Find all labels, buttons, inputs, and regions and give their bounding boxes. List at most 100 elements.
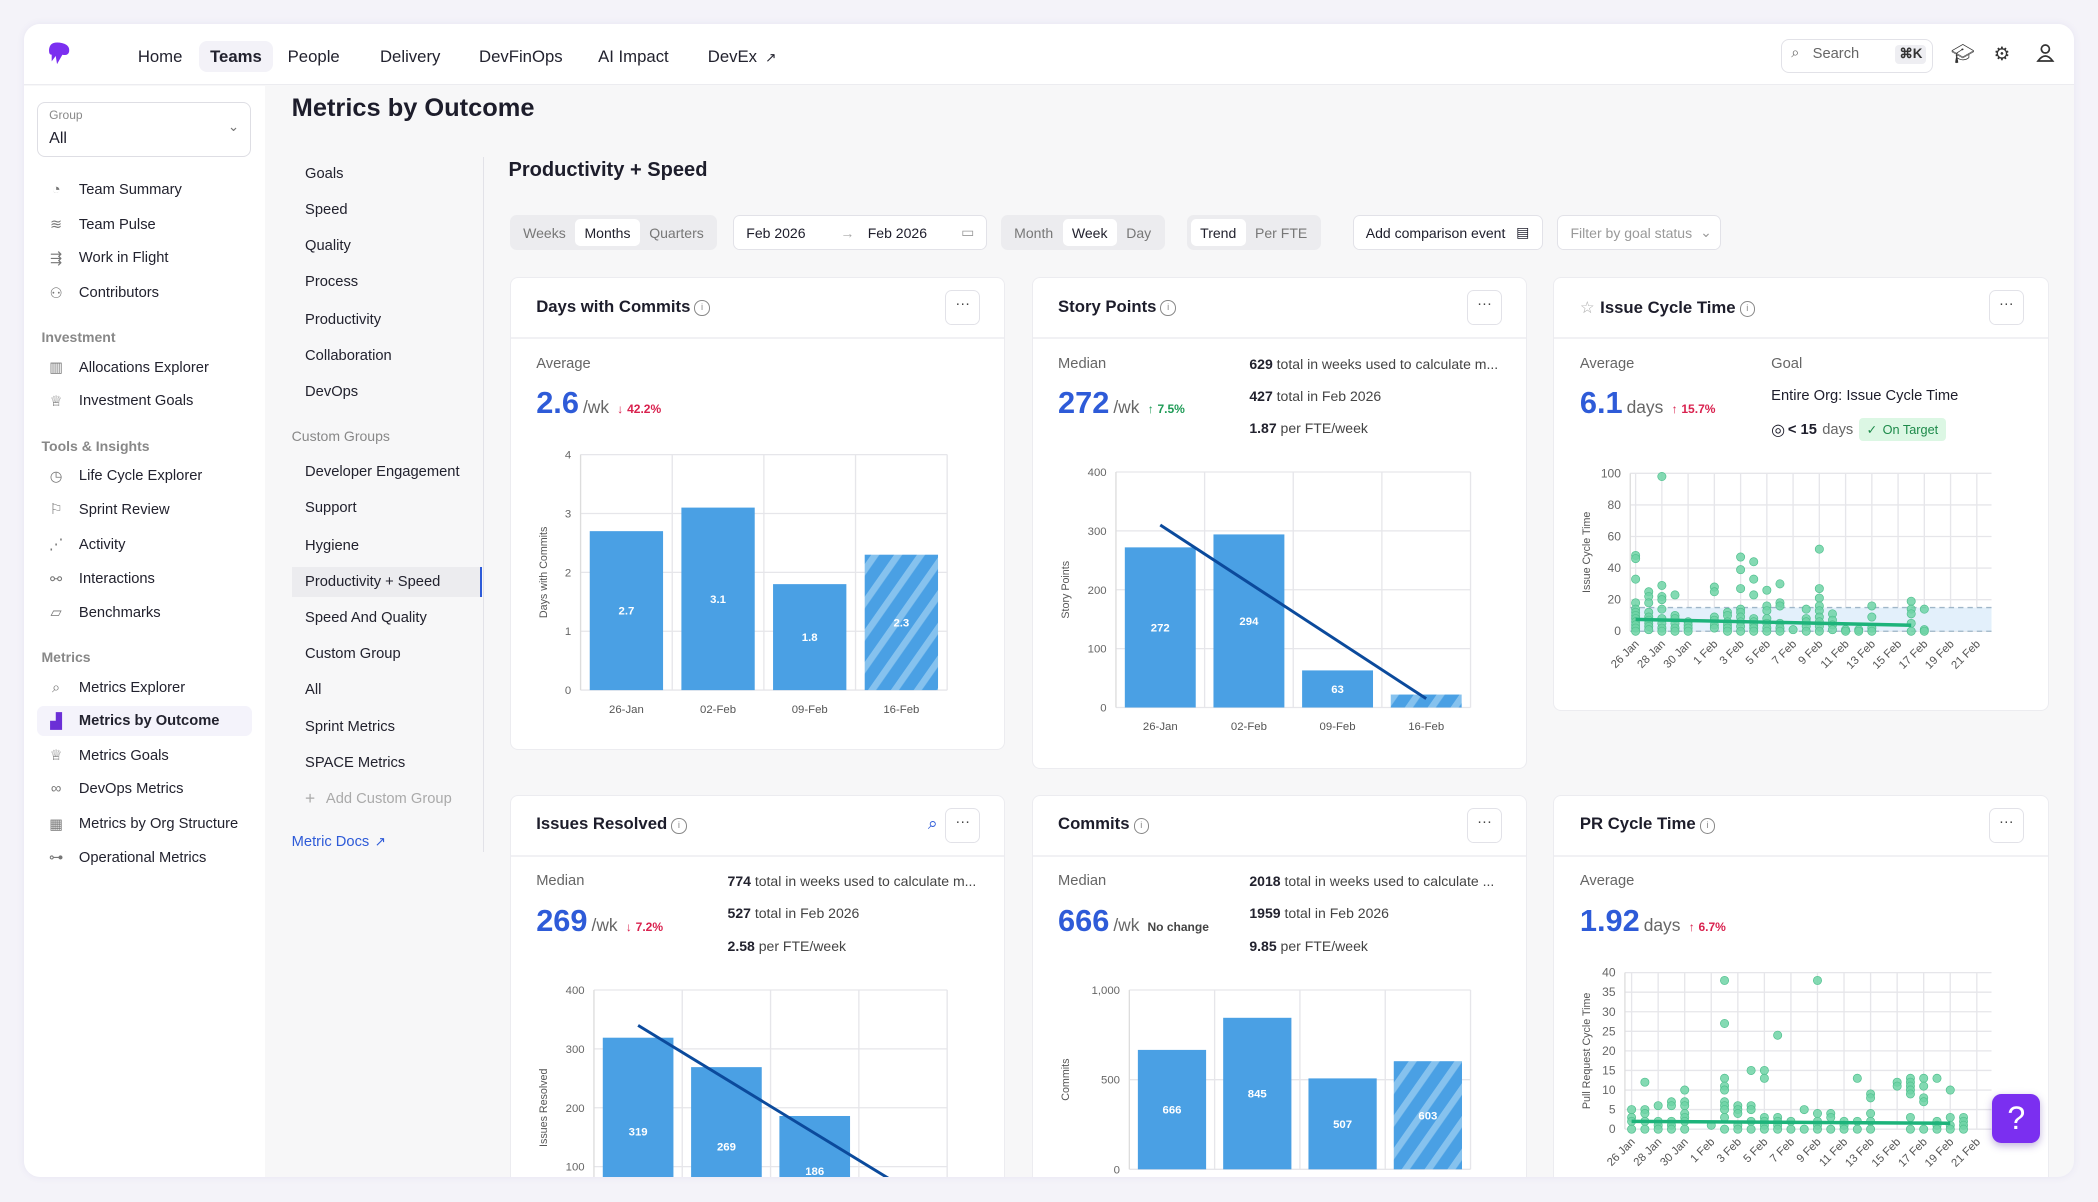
period-option-weeks[interactable]: Weeks [523,224,566,241]
info-icon[interactable]: i [1699,818,1716,834]
subnav-custom-hygiene[interactable]: Hygiene [292,531,482,560]
metric-docs-link[interactable]: Metric Docs ↗ [292,834,386,850]
nav-teams[interactable]: Teams [199,41,273,73]
subnav-custom-speed-and-quality[interactable]: Speed And Quality [292,603,482,632]
graduation-cap-icon[interactable]: 🎓︎ [1950,42,1975,64]
bar-value-label: 186 [805,1166,824,1178]
granularity-option-month[interactable]: Month [1014,224,1054,241]
help-button[interactable]: ? [1992,1094,2041,1143]
info-icon[interactable]: i [671,818,687,834]
sidebar-item-metrics-goals[interactable]: ♕ Metrics Goals [37,741,251,770]
more-options-button[interactable]: ··· [944,289,981,326]
y-axis-title: Days with Commits [538,527,550,618]
star-icon[interactable]: ☆ [1579,297,1595,317]
nav-ai-impact[interactable]: AI Impact [587,41,679,72]
group-select[interactable]: Group All ⌄ [37,101,251,158]
nav-delivery[interactable]: Delivery [369,41,451,72]
sidebar-item-team-summary[interactable]: ◔ Team Summary [37,175,251,204]
mode-option-trend[interactable]: Trend [1190,219,1246,247]
mode-option-per-fte[interactable]: Per FTE [1255,224,1308,241]
dashboard-icon: ◔ [51,181,61,198]
period-option-months[interactable]: Months [575,219,640,247]
sidebar-item-devops-metrics[interactable]: ∞ DevOps Metrics [37,775,251,804]
outcome-chart-icon: ▟ [50,713,62,730]
more-options-button[interactable]: ··· [1466,289,1503,326]
nav-devfinops[interactable]: DevFinOps [468,41,573,72]
subnav-item-speed[interactable]: Speed [292,195,482,224]
user-icon[interactable] [2036,43,2055,67]
scatter-point [1720,1124,1730,1134]
nav-home[interactable]: Home [127,41,193,72]
subnav-custom-space-metrics[interactable]: SPACE Metrics [292,748,482,777]
scatter-point [1762,626,1772,636]
sidebar-item-metrics-by-org-structure[interactable]: ▦ Metrics by Org Structure [37,809,251,838]
bar [1213,534,1284,708]
sidebar-item-team-pulse[interactable]: ≋ Team Pulse [37,210,251,239]
subnav-custom-all[interactable]: All [292,676,482,705]
scatter-point [1906,1089,1916,1099]
subnav-item-devops[interactable]: DevOps [292,377,482,406]
nav-devex[interactable]: DevEx ↗ [697,41,787,72]
sidebar-item-benchmarks[interactable]: ▱ Benchmarks [37,598,251,627]
plus-icon: + [305,788,316,809]
subnav-custom-productivity-speed[interactable]: Productivity + Speed [291,567,482,597]
sidebar-item-operational-metrics[interactable]: ⊶ Operational Metrics [37,843,251,872]
more-options-button[interactable]: ··· [1466,807,1503,844]
granularity-option-day[interactable]: Day [1126,224,1152,241]
granularity-option-week[interactable]: Week [1062,219,1117,247]
sidebar-item-metrics-by-outcome[interactable]: ▟ Metrics by Outcome [37,706,252,736]
period-option-quarters[interactable]: Quarters [649,224,704,241]
add-custom-group-button[interactable]: + Add Custom Group [292,784,482,813]
nav-people[interactable]: People [277,41,350,72]
org-tree-icon: ⊶ [48,850,64,867]
subnav-custom-developer-engagement[interactable]: Developer Engagement [292,458,482,487]
chart: 0 5 10 15 20 25 30 35 40 Pull Request Cycle Time 2… [1582,965,1992,1169]
more-options-button[interactable]: ··· [1988,289,2025,326]
subnav-item-process[interactable]: Process [292,268,482,297]
sidebar-item-activity[interactable]: ⋰ Activity [37,530,251,559]
add-comparison-event-button[interactable]: Add comparison event ▤ [1352,215,1543,251]
subnav-item-productivity[interactable]: Productivity [292,305,482,334]
subnav-item-goals[interactable]: Goals [292,159,482,188]
search-box[interactable]: ⌕ Search ⌘K [1780,38,1933,73]
gear-icon[interactable]: ⚙ [1993,42,2011,64]
sidebar-item-contributors[interactable]: ⚇ Contributors [37,278,251,307]
date-to[interactable]: Feb 2026 [867,224,928,241]
sidebar-item-interactions[interactable]: ⚯ Interactions [37,565,251,594]
goal-status-filter[interactable]: Filter by goal status ⌄ [1557,215,1721,251]
info-icon[interactable]: i [694,300,710,316]
more-options-button[interactable]: ··· [944,807,981,844]
stat-label: Median [536,873,585,890]
subnav-custom-sprint-metrics[interactable]: Sprint Metrics [292,712,482,741]
subnav-custom-custom-group[interactable]: Custom Group [292,640,482,669]
info-icon[interactable]: i [1739,301,1755,317]
bar-value-label: 845 [1247,1088,1266,1100]
subnav-custom-support[interactable]: Support [292,494,482,523]
bar [1301,670,1373,708]
arrow-up-icon: ↑ [1147,401,1154,416]
metric-card-issues-resolved: Issues Resolved i ⌕ ··· Median 269/wk ↓ 7.2% 774… [509,794,1006,1178]
scatter-point [1773,1030,1783,1040]
subnav-item-quality[interactable]: Quality [292,231,482,260]
y-tick-label: 200 [565,1103,584,1115]
sidebar-section-title: Tools & Insights [41,437,150,454]
x-tick-label: 21 Feb [1950,1136,1983,1169]
sidebar-item-sprint-review[interactable]: ⚐ Sprint Review [37,495,251,524]
sidebar-item-investment-goals[interactable]: ♕ Investment Goals [37,387,251,416]
subnav-label: All [305,682,322,699]
date-from[interactable]: Feb 2026 [746,224,806,241]
date-range-picker[interactable]: Feb 2026 → Feb 2026 ▭ [733,215,988,251]
more-options-button[interactable]: ··· [1988,807,2025,844]
sidebar-item-life-cycle-explorer[interactable]: ◷ Life Cycle Explorer [37,462,251,491]
runner-icon: ⚐ [49,502,63,519]
sidebar-item-metrics-explorer[interactable]: ⌕ Metrics Explorer [37,673,251,702]
subnav-item-collaboration[interactable]: Collaboration [292,341,482,370]
sidebar-item-work-in-flight[interactable]: ⇶ Work in Flight [37,244,251,273]
scatter-point [1747,1124,1756,1134]
info-icon[interactable]: i [1133,818,1149,834]
info-icon[interactable]: i [1160,300,1176,316]
logo[interactable] [45,40,72,73]
zoom-in-icon[interactable]: ⌕ [927,813,938,834]
sidebar-item-allocations-explorer[interactable]: ▥ Allocations Explorer [37,353,251,382]
y-tick-label: 1 [565,626,571,638]
